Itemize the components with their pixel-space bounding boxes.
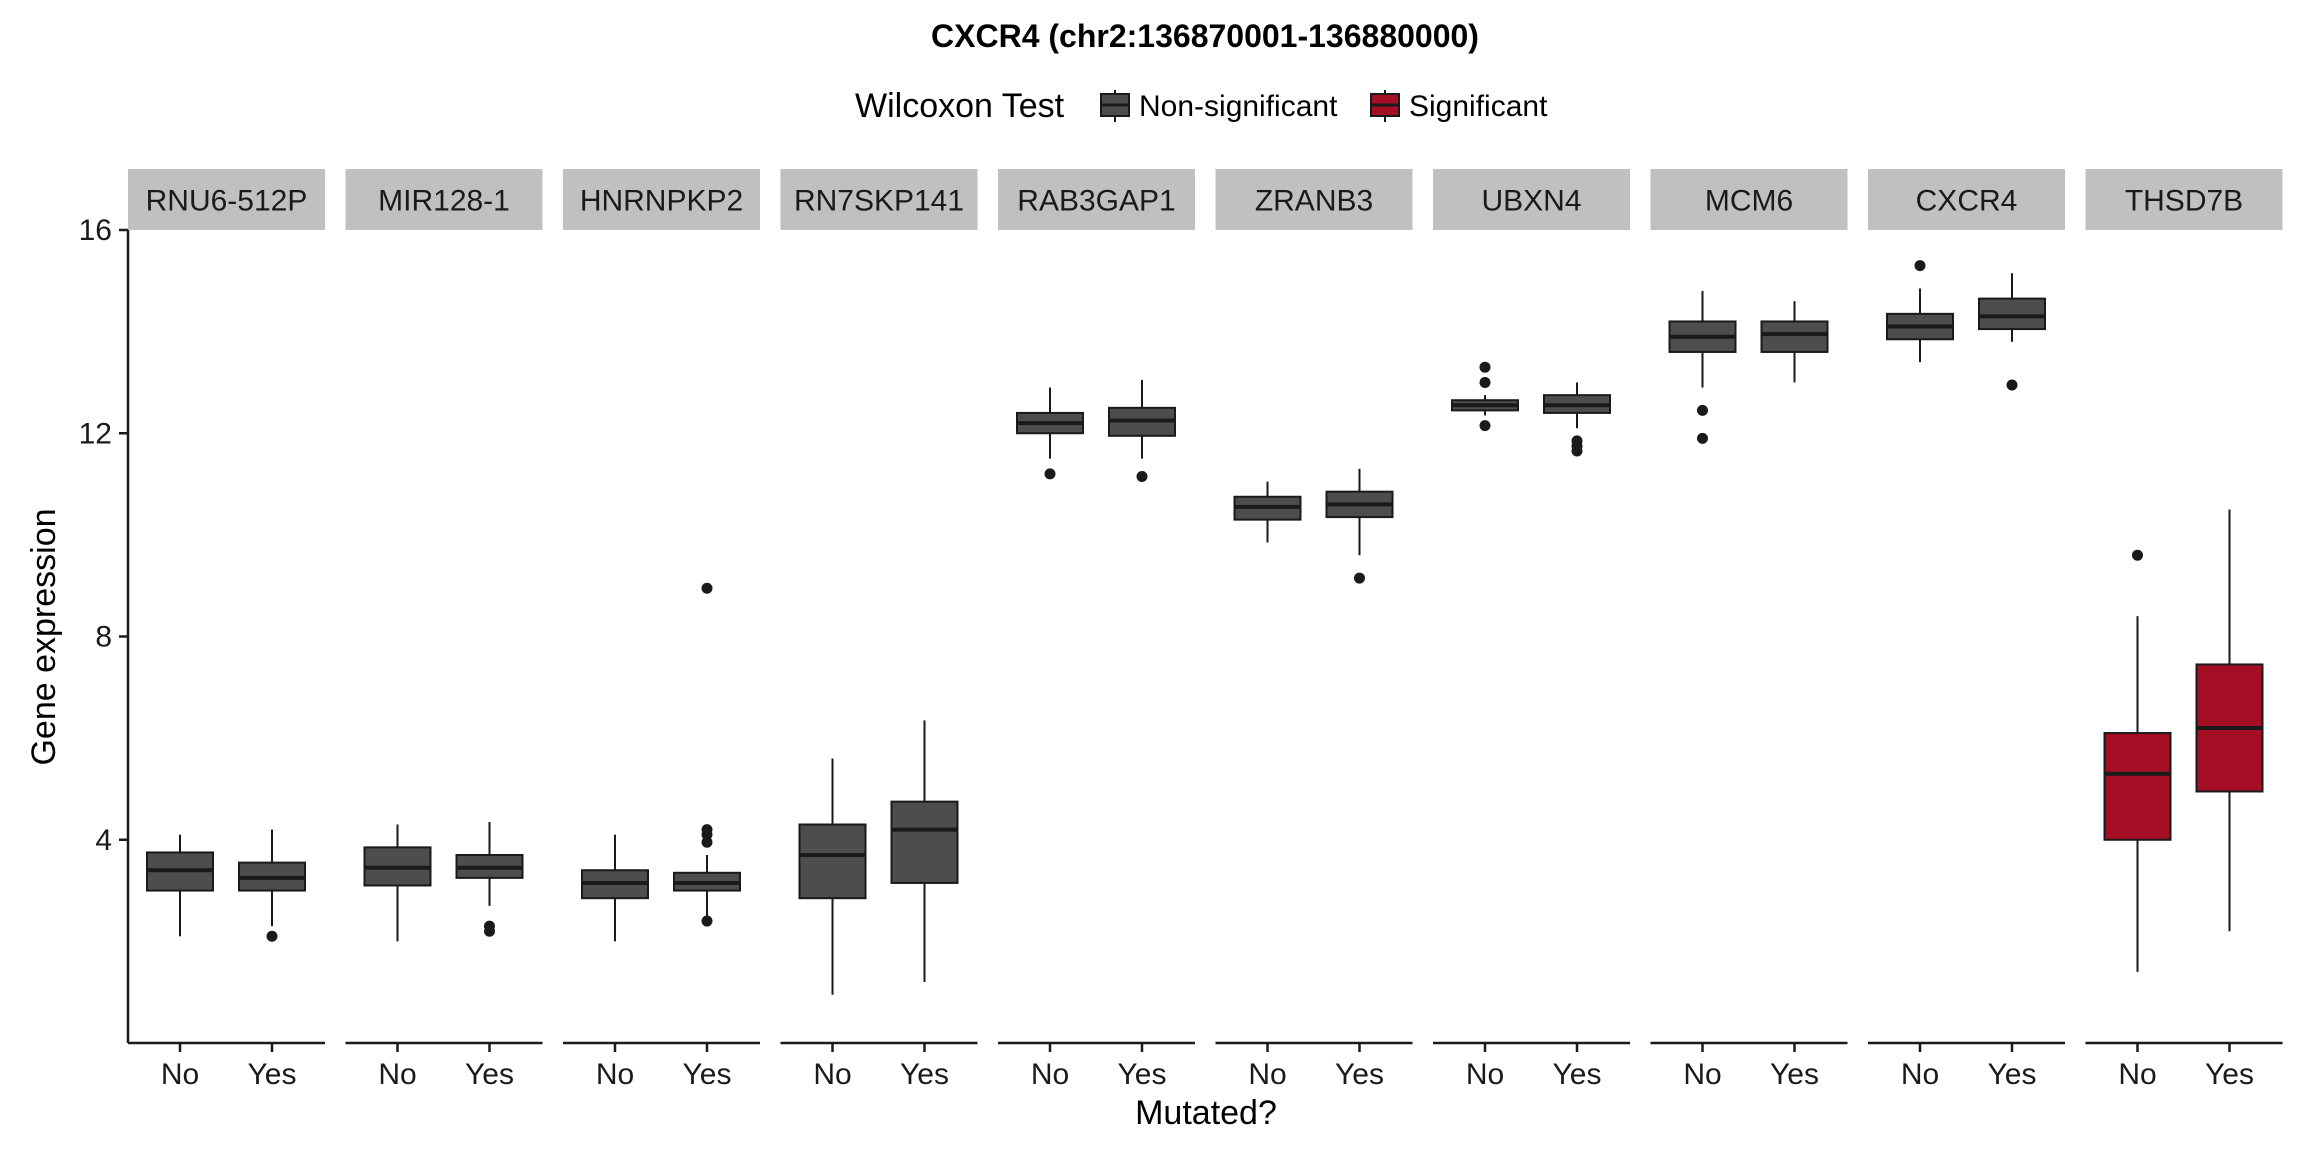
legend-key-significant bbox=[1370, 90, 1400, 122]
facet-strip bbox=[2085, 169, 2283, 230]
facet-strip-label: ZRANB3 bbox=[1255, 185, 1373, 218]
box bbox=[890, 800, 959, 884]
outlier-point bbox=[1479, 420, 1491, 432]
facet-strip-label: RNU6-512P bbox=[146, 185, 308, 218]
outlier-point bbox=[1697, 404, 1708, 416]
outlier-point bbox=[266, 930, 278, 942]
outlier-point bbox=[1571, 445, 1583, 457]
y-axis-title: Gene expression bbox=[25, 508, 63, 765]
facet-strip bbox=[1650, 169, 1848, 230]
chart-title: CXCR4 (chr2:136870001-136880000) bbox=[931, 18, 1479, 54]
x-tick-label: Yes bbox=[248, 1058, 297, 1091]
y-tick-label: 16 bbox=[79, 214, 112, 247]
facet-strip-label: CXCR4 bbox=[1916, 185, 2018, 218]
x-tick-label: No bbox=[161, 1058, 199, 1091]
x-tick-label: Yes bbox=[2205, 1058, 2254, 1091]
outlier-point bbox=[1044, 468, 1056, 480]
outlier-point bbox=[701, 836, 713, 848]
outlier-point bbox=[484, 925, 495, 937]
facet-strip-label: RN7SKP141 bbox=[794, 185, 964, 218]
legend-title: Wilcoxon Test bbox=[855, 87, 1065, 125]
facet-panels: RNU6-512P No Yes MIR128-1 No Yes HNRNPKP2 No Yes… bbox=[128, 169, 2283, 1091]
outlier-point bbox=[1136, 470, 1148, 482]
facet-strip-label: THSD7B bbox=[2125, 185, 2243, 218]
outlier-point bbox=[2132, 549, 2143, 561]
facet-strip-label: MCM6 bbox=[1705, 185, 1793, 218]
x-tick-label: Yes bbox=[1770, 1058, 1819, 1091]
x-tick-label: No bbox=[1248, 1058, 1286, 1091]
box bbox=[1978, 297, 2046, 331]
outlier-point bbox=[1914, 260, 1926, 272]
legend-key-non-significant bbox=[1100, 90, 1130, 122]
facet-panel: CXCR4 No Yes bbox=[1868, 169, 2065, 1091]
y-tick-label: 12 bbox=[79, 417, 112, 450]
x-tick-label: Yes bbox=[683, 1058, 732, 1091]
outlier-point bbox=[1479, 361, 1491, 373]
y-tick-label: 8 bbox=[95, 621, 112, 654]
facet-strip bbox=[998, 169, 1195, 230]
facet-panel: RAB3GAP1 No Yes bbox=[998, 169, 1195, 1091]
x-tick-label: No bbox=[813, 1058, 851, 1091]
x-tick-label: No bbox=[1901, 1058, 1939, 1091]
facet-strip bbox=[563, 169, 760, 230]
legend-label-non-significant: Non-significant bbox=[1139, 90, 1338, 123]
facet-panel: MCM6 No Yes bbox=[1650, 169, 1848, 1091]
outlier-point bbox=[701, 582, 713, 594]
x-tick-label: No bbox=[378, 1058, 416, 1091]
facet-strip bbox=[1215, 169, 1413, 230]
x-tick-label: Yes bbox=[1553, 1058, 1602, 1091]
x-tick-label: Yes bbox=[1118, 1058, 1167, 1091]
facet-panel: THSD7B No Yes bbox=[2085, 169, 2283, 1091]
outlier-point bbox=[1354, 572, 1365, 584]
y-tick-label: 4 bbox=[95, 824, 112, 857]
outlier-point bbox=[701, 829, 713, 841]
x-tick-label: Yes bbox=[1988, 1058, 2037, 1091]
outlier-point bbox=[701, 915, 713, 927]
facet-strip-label: UBXN4 bbox=[1481, 185, 1581, 218]
facet-strip bbox=[1433, 169, 1630, 230]
facet-strip-label: HNRNPKP2 bbox=[580, 185, 743, 218]
facet-strip bbox=[128, 169, 325, 230]
legend: Wilcoxon Test Non-significant Significan… bbox=[855, 87, 1548, 125]
facet-panel: ZRANB3 No Yes bbox=[1215, 169, 1413, 1091]
facet-strip bbox=[1868, 169, 2065, 230]
legend-label-significant: Significant bbox=[1409, 90, 1548, 123]
x-tick-label: No bbox=[1031, 1058, 1069, 1091]
box bbox=[1760, 320, 1829, 353]
x-axis-title: Mutated? bbox=[1135, 1094, 1277, 1132]
x-tick-label: Yes bbox=[1335, 1058, 1384, 1091]
x-tick-label: No bbox=[596, 1058, 634, 1091]
facet-panel: RNU6-512P No Yes bbox=[128, 169, 325, 1091]
x-tick-label: Yes bbox=[465, 1058, 514, 1091]
outlier-point bbox=[1479, 376, 1491, 388]
x-tick-label: No bbox=[1683, 1058, 1721, 1091]
facet-strip bbox=[780, 169, 978, 230]
box bbox=[798, 823, 867, 900]
facet-strip bbox=[345, 169, 543, 230]
facet-panel: MIR128-1 No Yes bbox=[345, 169, 543, 1091]
x-tick-label: No bbox=[2118, 1058, 2156, 1091]
facet-strip-label: RAB3GAP1 bbox=[1017, 185, 1175, 218]
facet-panel: RN7SKP141 No Yes bbox=[780, 169, 978, 1091]
outlier-point bbox=[2006, 379, 2018, 391]
outlier-point bbox=[1697, 432, 1708, 444]
facet-panel: UBXN4 No Yes bbox=[1433, 169, 1630, 1091]
facet-strip-label: MIR128-1 bbox=[378, 185, 510, 218]
facet-panel: HNRNPKP2 No Yes bbox=[563, 169, 760, 1091]
x-tick-label: Yes bbox=[900, 1058, 949, 1091]
x-tick-label: No bbox=[1466, 1058, 1504, 1091]
y-axis: 4 8 12 16 bbox=[79, 214, 130, 1043]
box bbox=[2103, 732, 2172, 841]
